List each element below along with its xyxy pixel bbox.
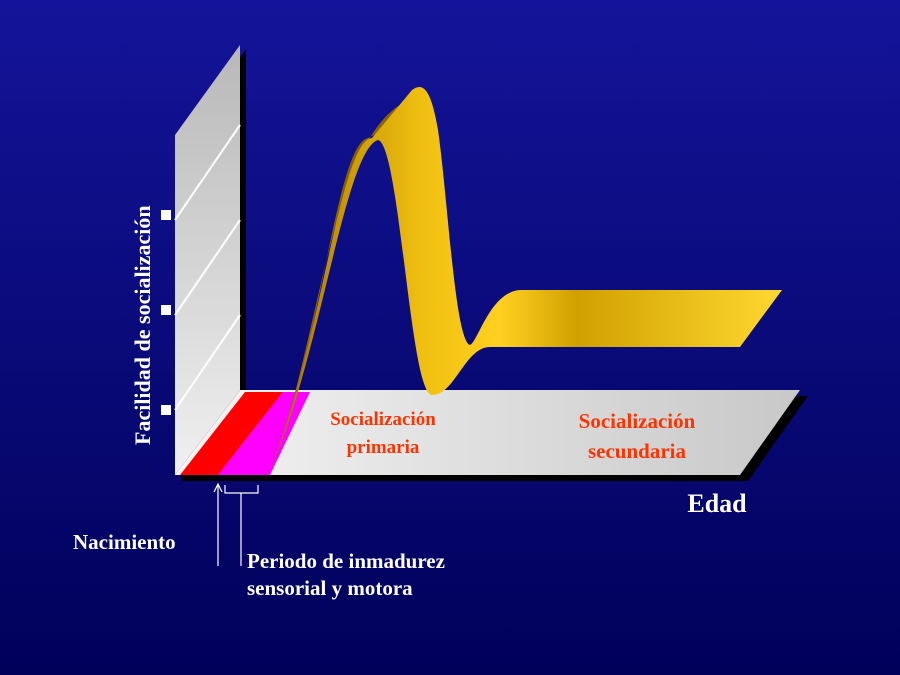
region-label: primaria xyxy=(347,437,420,458)
birth-label: Nacimiento xyxy=(73,530,176,554)
pointers xyxy=(213,482,259,566)
back-wall xyxy=(175,45,240,475)
immaturity-label: Periodo de inmadurez xyxy=(247,549,445,573)
immaturity-label: sensorial y motora xyxy=(247,576,413,600)
region-label: Socialización xyxy=(330,409,436,430)
region-label: Socialización xyxy=(579,409,696,433)
region-label: secundaria xyxy=(588,439,687,463)
floor xyxy=(175,390,800,475)
axis-ticks xyxy=(161,210,171,415)
region-labels: Socialización primaria Socialización sec… xyxy=(330,409,695,463)
immaturity-strip xyxy=(218,392,310,475)
y-axis-label: Facilidad de socialización xyxy=(130,205,155,445)
wall-lines xyxy=(174,124,241,411)
x-axis-label: Edad xyxy=(687,489,747,518)
ribbon xyxy=(270,86,782,471)
birth-strip xyxy=(180,392,283,475)
